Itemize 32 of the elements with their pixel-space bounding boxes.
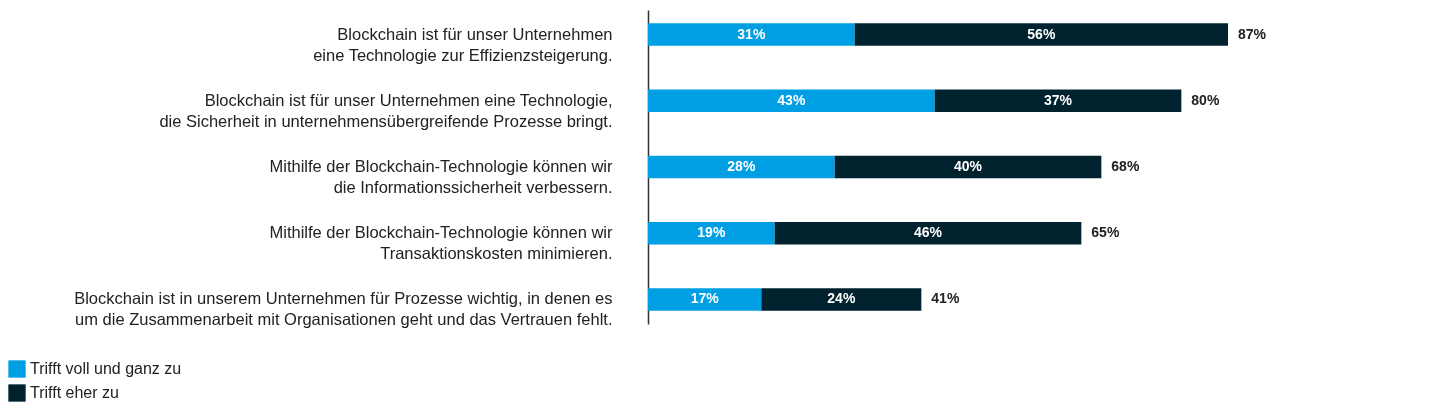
bar — [648, 89, 935, 113]
total-label: 41% — [931, 290, 960, 307]
legend-label: Trifft voll und ganz zu — [30, 360, 182, 377]
bar — [934, 89, 1182, 113]
bar — [648, 155, 835, 179]
bar — [774, 221, 1082, 245]
data-label: 56% — [1027, 25, 1056, 42]
data-label: 19% — [697, 224, 726, 241]
y-tick-label: Mithilfe der Blockchain-Technologie können wir Transaktionskosten minimieren. — [269, 223, 613, 263]
y-tick-label: Mithilfe der Blockchain-Technologie können wir die Informationssicherheit verbessern. — [269, 157, 613, 196]
data-label: 31% — [737, 25, 766, 42]
bar — [648, 23, 855, 46]
legend-label: Trifft eher zu — [30, 384, 119, 401]
data-label: 46% — [913, 224, 943, 241]
data-label: 37% — [1043, 91, 1073, 108]
total-label: 80% — [1191, 91, 1220, 108]
bar — [648, 221, 775, 245]
y-tick-label: Blockchain ist für unser Unternehmen eine Technologie, die Sicherheit in unternehmensübergreifende Prozesse bringt. — [159, 90, 613, 130]
bar — [648, 288, 762, 311]
data-label: 40% — [953, 158, 983, 174]
bar — [854, 23, 1228, 46]
data-label: 43% — [777, 91, 806, 108]
data-label: 17% — [690, 290, 720, 307]
bar — [761, 288, 922, 311]
bar — [834, 155, 1102, 179]
total-label: 87% — [1238, 25, 1267, 42]
y-tick-label: Blockchain ist für unser Unternehmen eine Technologie zur Effizienzsteigerung. — [313, 24, 613, 64]
y-tick-label: Blockchain ist in unserem Unternehmen für Prozesse wichtig, in denen es um die Zusammenarbeit mit Organisationen geht und das Vertrauen fehlt. — [74, 289, 613, 329]
total-label: 68% — [1111, 158, 1140, 174]
data-label: 28% — [727, 158, 756, 174]
total-label: 65% — [1091, 224, 1120, 241]
data-label: 24% — [827, 290, 856, 307]
